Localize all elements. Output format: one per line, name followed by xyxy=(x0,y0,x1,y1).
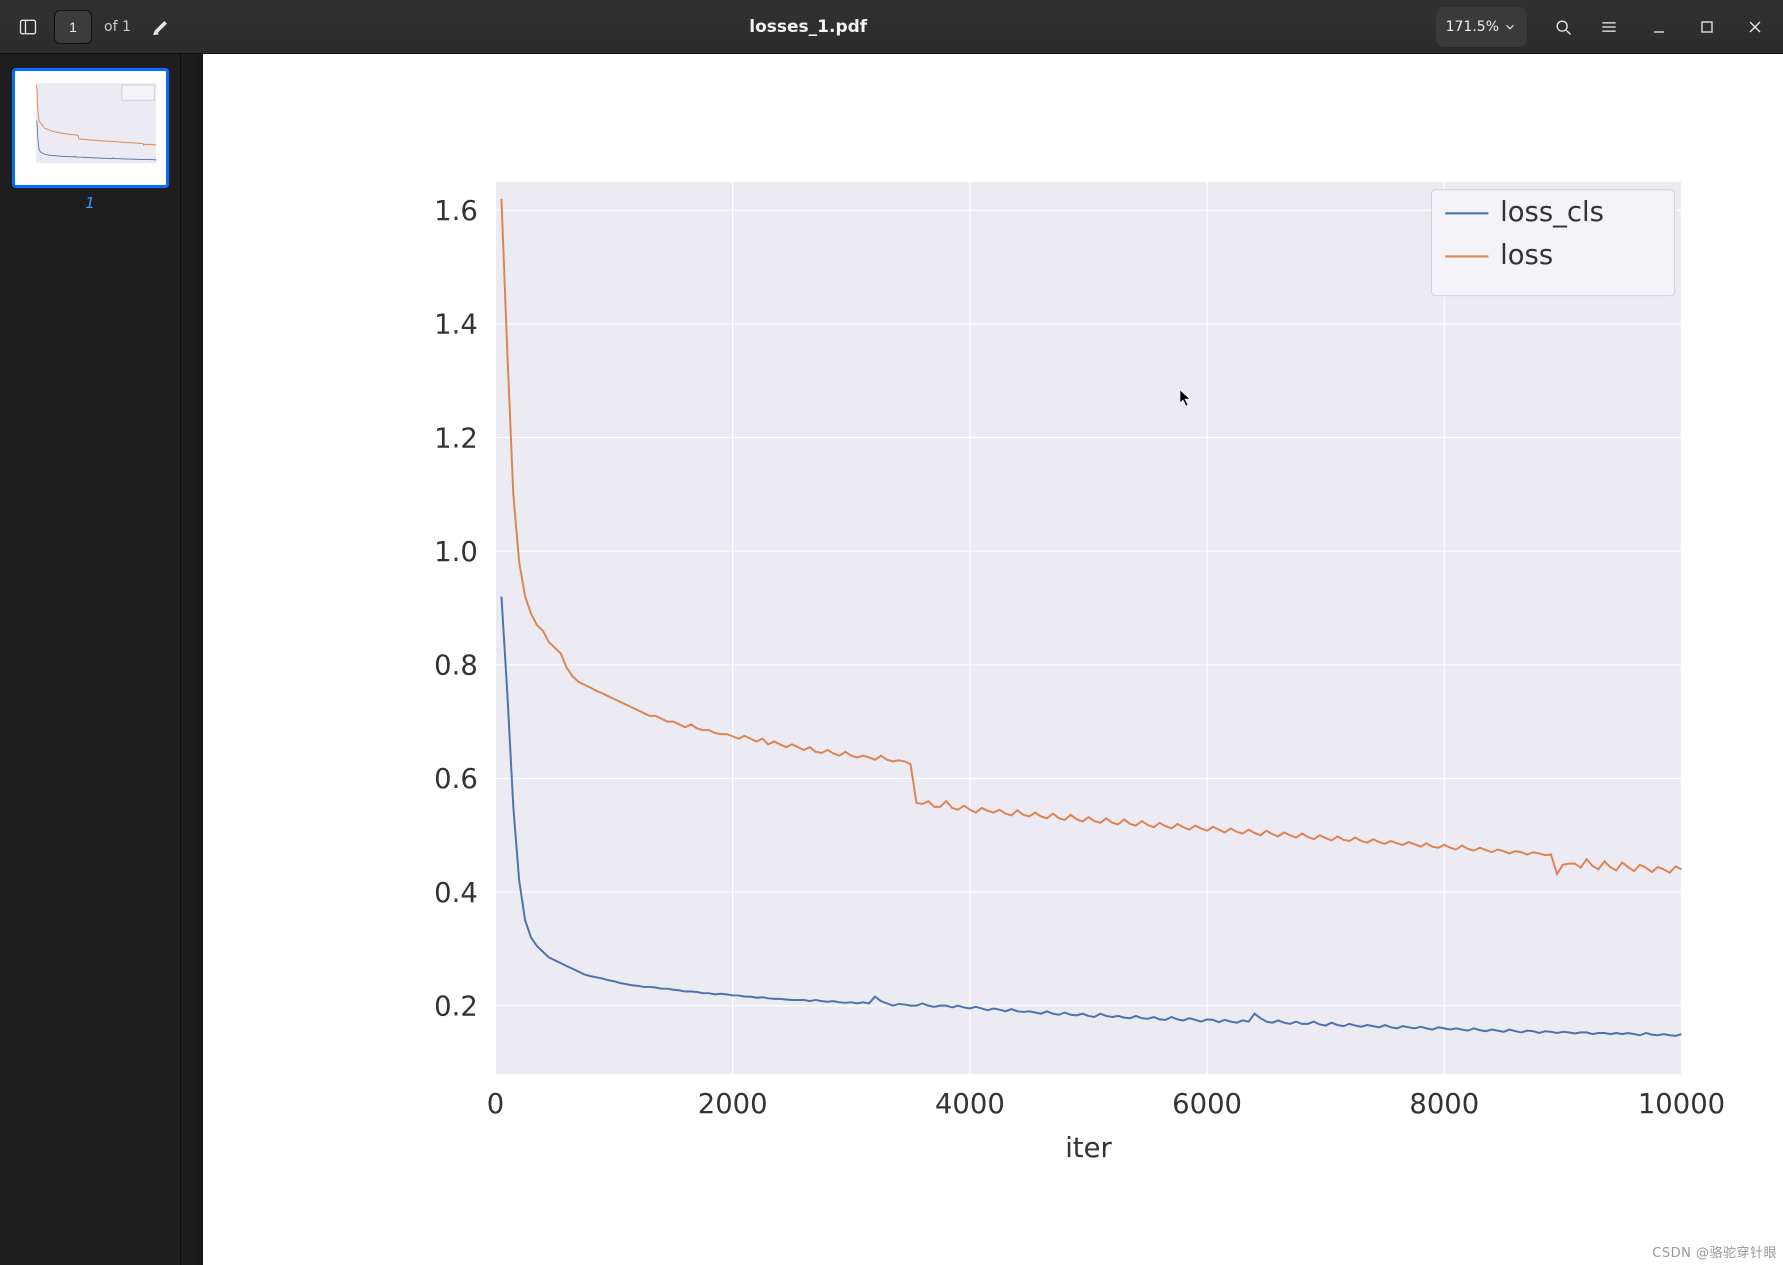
sidebar-icon xyxy=(18,17,38,37)
search-button[interactable] xyxy=(1543,7,1583,47)
minimize-icon xyxy=(1649,17,1669,37)
svg-text:0.8: 0.8 xyxy=(434,651,478,682)
pdf-page: 0 2000 4000 6000 8000 10000 0.2 0.4 0.6 0.8 1.0 1.2… xyxy=(203,54,1783,1265)
svg-text:1.6: 1.6 xyxy=(434,196,478,227)
close-window-button[interactable] xyxy=(1735,7,1775,47)
svg-text:1.4: 1.4 xyxy=(434,310,478,341)
hamburger-icon xyxy=(1599,17,1619,37)
document-viewer[interactable]: 0 2000 4000 6000 8000 10000 0.2 0.4 0.6 0.8 1.0 1.2… xyxy=(181,54,1783,1265)
document-title: losses_1.pdf xyxy=(749,17,867,37)
thumbnail-sidebar: 1 xyxy=(0,54,181,1265)
svg-text:1.0: 1.0 xyxy=(434,537,478,568)
zoom-value: 171.5% xyxy=(1446,19,1499,35)
svg-text:loss_cls: loss_cls xyxy=(1500,197,1604,228)
watermark-text: CSDN @骆驼穿针眼 xyxy=(1652,1242,1777,1261)
thumbnail-page-number: 1 xyxy=(85,194,95,212)
svg-text:8000: 8000 xyxy=(1409,1089,1479,1120)
svg-text:0: 0 xyxy=(487,1089,504,1120)
maximize-icon xyxy=(1697,17,1717,37)
toolbar: of 1 losses_1.pdf 171.5% xyxy=(0,0,1783,54)
page-thumbnail[interactable] xyxy=(12,68,169,188)
svg-text:0.4: 0.4 xyxy=(434,878,478,909)
svg-text:0.6: 0.6 xyxy=(434,764,478,795)
svg-text:0.2: 0.2 xyxy=(434,991,478,1022)
menu-button[interactable] xyxy=(1589,7,1629,47)
zoom-dropdown[interactable]: 171.5% xyxy=(1436,7,1527,47)
svg-text:10000: 10000 xyxy=(1638,1089,1725,1120)
svg-text:6000: 6000 xyxy=(1172,1089,1242,1120)
svg-text:loss: loss xyxy=(1500,240,1553,271)
loss-chart: 0 2000 4000 6000 8000 10000 0.2 0.4 0.6 0.8 1.0 1.2… xyxy=(321,128,1763,1265)
svg-text:2000: 2000 xyxy=(698,1089,768,1120)
maximize-window-button[interactable] xyxy=(1687,7,1727,47)
chevron-down-icon xyxy=(1503,20,1517,34)
svg-text:4000: 4000 xyxy=(935,1089,1005,1120)
pencil-icon xyxy=(151,17,171,37)
svg-text:1.2: 1.2 xyxy=(434,423,478,454)
page-number-input[interactable] xyxy=(54,10,92,44)
minimize-window-button[interactable] xyxy=(1639,7,1679,47)
page-of-label: of 1 xyxy=(104,19,131,35)
thumbnail-preview xyxy=(19,75,162,179)
close-icon xyxy=(1745,17,1765,37)
toggle-sidebar-button[interactable] xyxy=(8,7,48,47)
search-icon xyxy=(1553,17,1573,37)
annotate-button[interactable] xyxy=(141,7,181,47)
svg-text:iter: iter xyxy=(1065,1133,1112,1164)
